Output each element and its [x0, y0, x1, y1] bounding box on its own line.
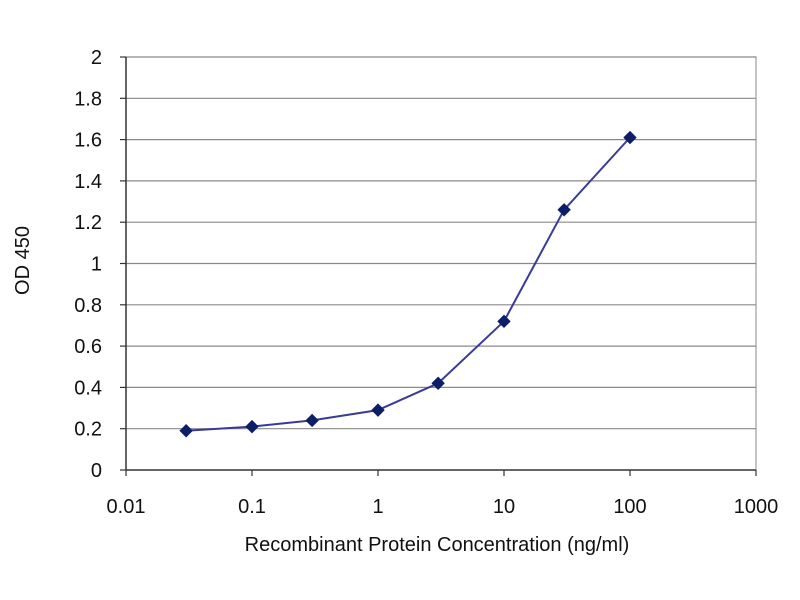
x-axis-label: Recombinant Protein Concentration (ng/ml… [245, 534, 630, 556]
y-tick-label: 0.6 [74, 336, 102, 358]
y-tick-label: 0 [91, 460, 102, 482]
y-tick-label: 1.8 [74, 88, 102, 110]
data-point [623, 130, 637, 145]
x-tick-label: 100 [613, 496, 646, 518]
x-tick-label: 10 [493, 496, 515, 518]
y-tick-label: 0.2 [74, 419, 102, 441]
x-tick-label: 1 [372, 496, 383, 518]
data-point [245, 419, 259, 434]
y-axis-label: OD 450 [12, 226, 34, 295]
y-tick-label: 1 [91, 254, 102, 276]
series-line-0 [186, 136, 631, 432]
y-tick-label: 1.6 [74, 130, 102, 152]
y-tick-label: 0.4 [74, 377, 102, 399]
data-point [431, 376, 445, 390]
y-tick-label: 1.2 [74, 212, 102, 234]
y-tick-label: 0.8 [74, 295, 102, 317]
grid-lines [126, 56, 756, 430]
x-tick-label: 1000 [734, 496, 779, 518]
data-point [371, 403, 385, 417]
x-tick-label: 0.1 [238, 496, 266, 518]
x-axis-ticks: 0.01 0.1 1 10 100 1000 [107, 470, 779, 518]
y-tick-label: 1.4 [74, 171, 102, 193]
y-tick-label: 2 [91, 47, 102, 69]
data-point [557, 203, 571, 217]
data-point [179, 424, 193, 438]
data-point [305, 413, 319, 428]
y-axis-ticks: 0 0.2 0.4 0.6 0.8 1 1.2 1.4 1.6 1.8 2 [74, 47, 126, 482]
x-tick-label: 0.01 [107, 496, 146, 518]
series-layer [179, 130, 637, 438]
data-point [497, 314, 511, 329]
